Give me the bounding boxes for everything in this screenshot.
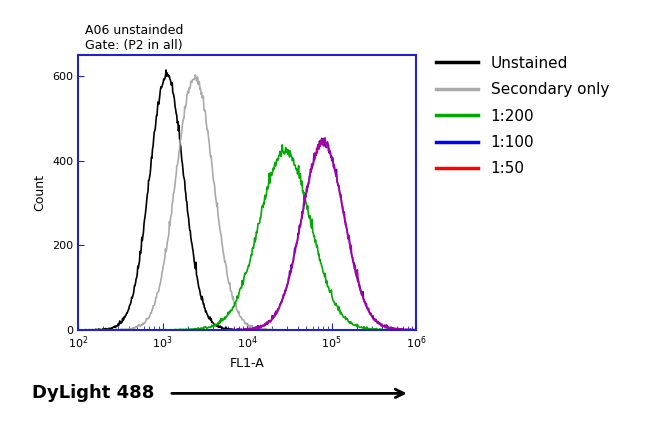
Text: A06 unstainded
Gate: (P2 in all): A06 unstainded Gate: (P2 in all) xyxy=(84,24,183,52)
Y-axis label: Count: Count xyxy=(33,174,46,211)
X-axis label: FL1-A: FL1-A xyxy=(229,357,265,370)
Text: DyLight 488: DyLight 488 xyxy=(32,385,155,402)
Legend: Unstained, Secondary only, 1:200, 1:100, 1:50: Unstained, Secondary only, 1:200, 1:100,… xyxy=(430,49,615,183)
